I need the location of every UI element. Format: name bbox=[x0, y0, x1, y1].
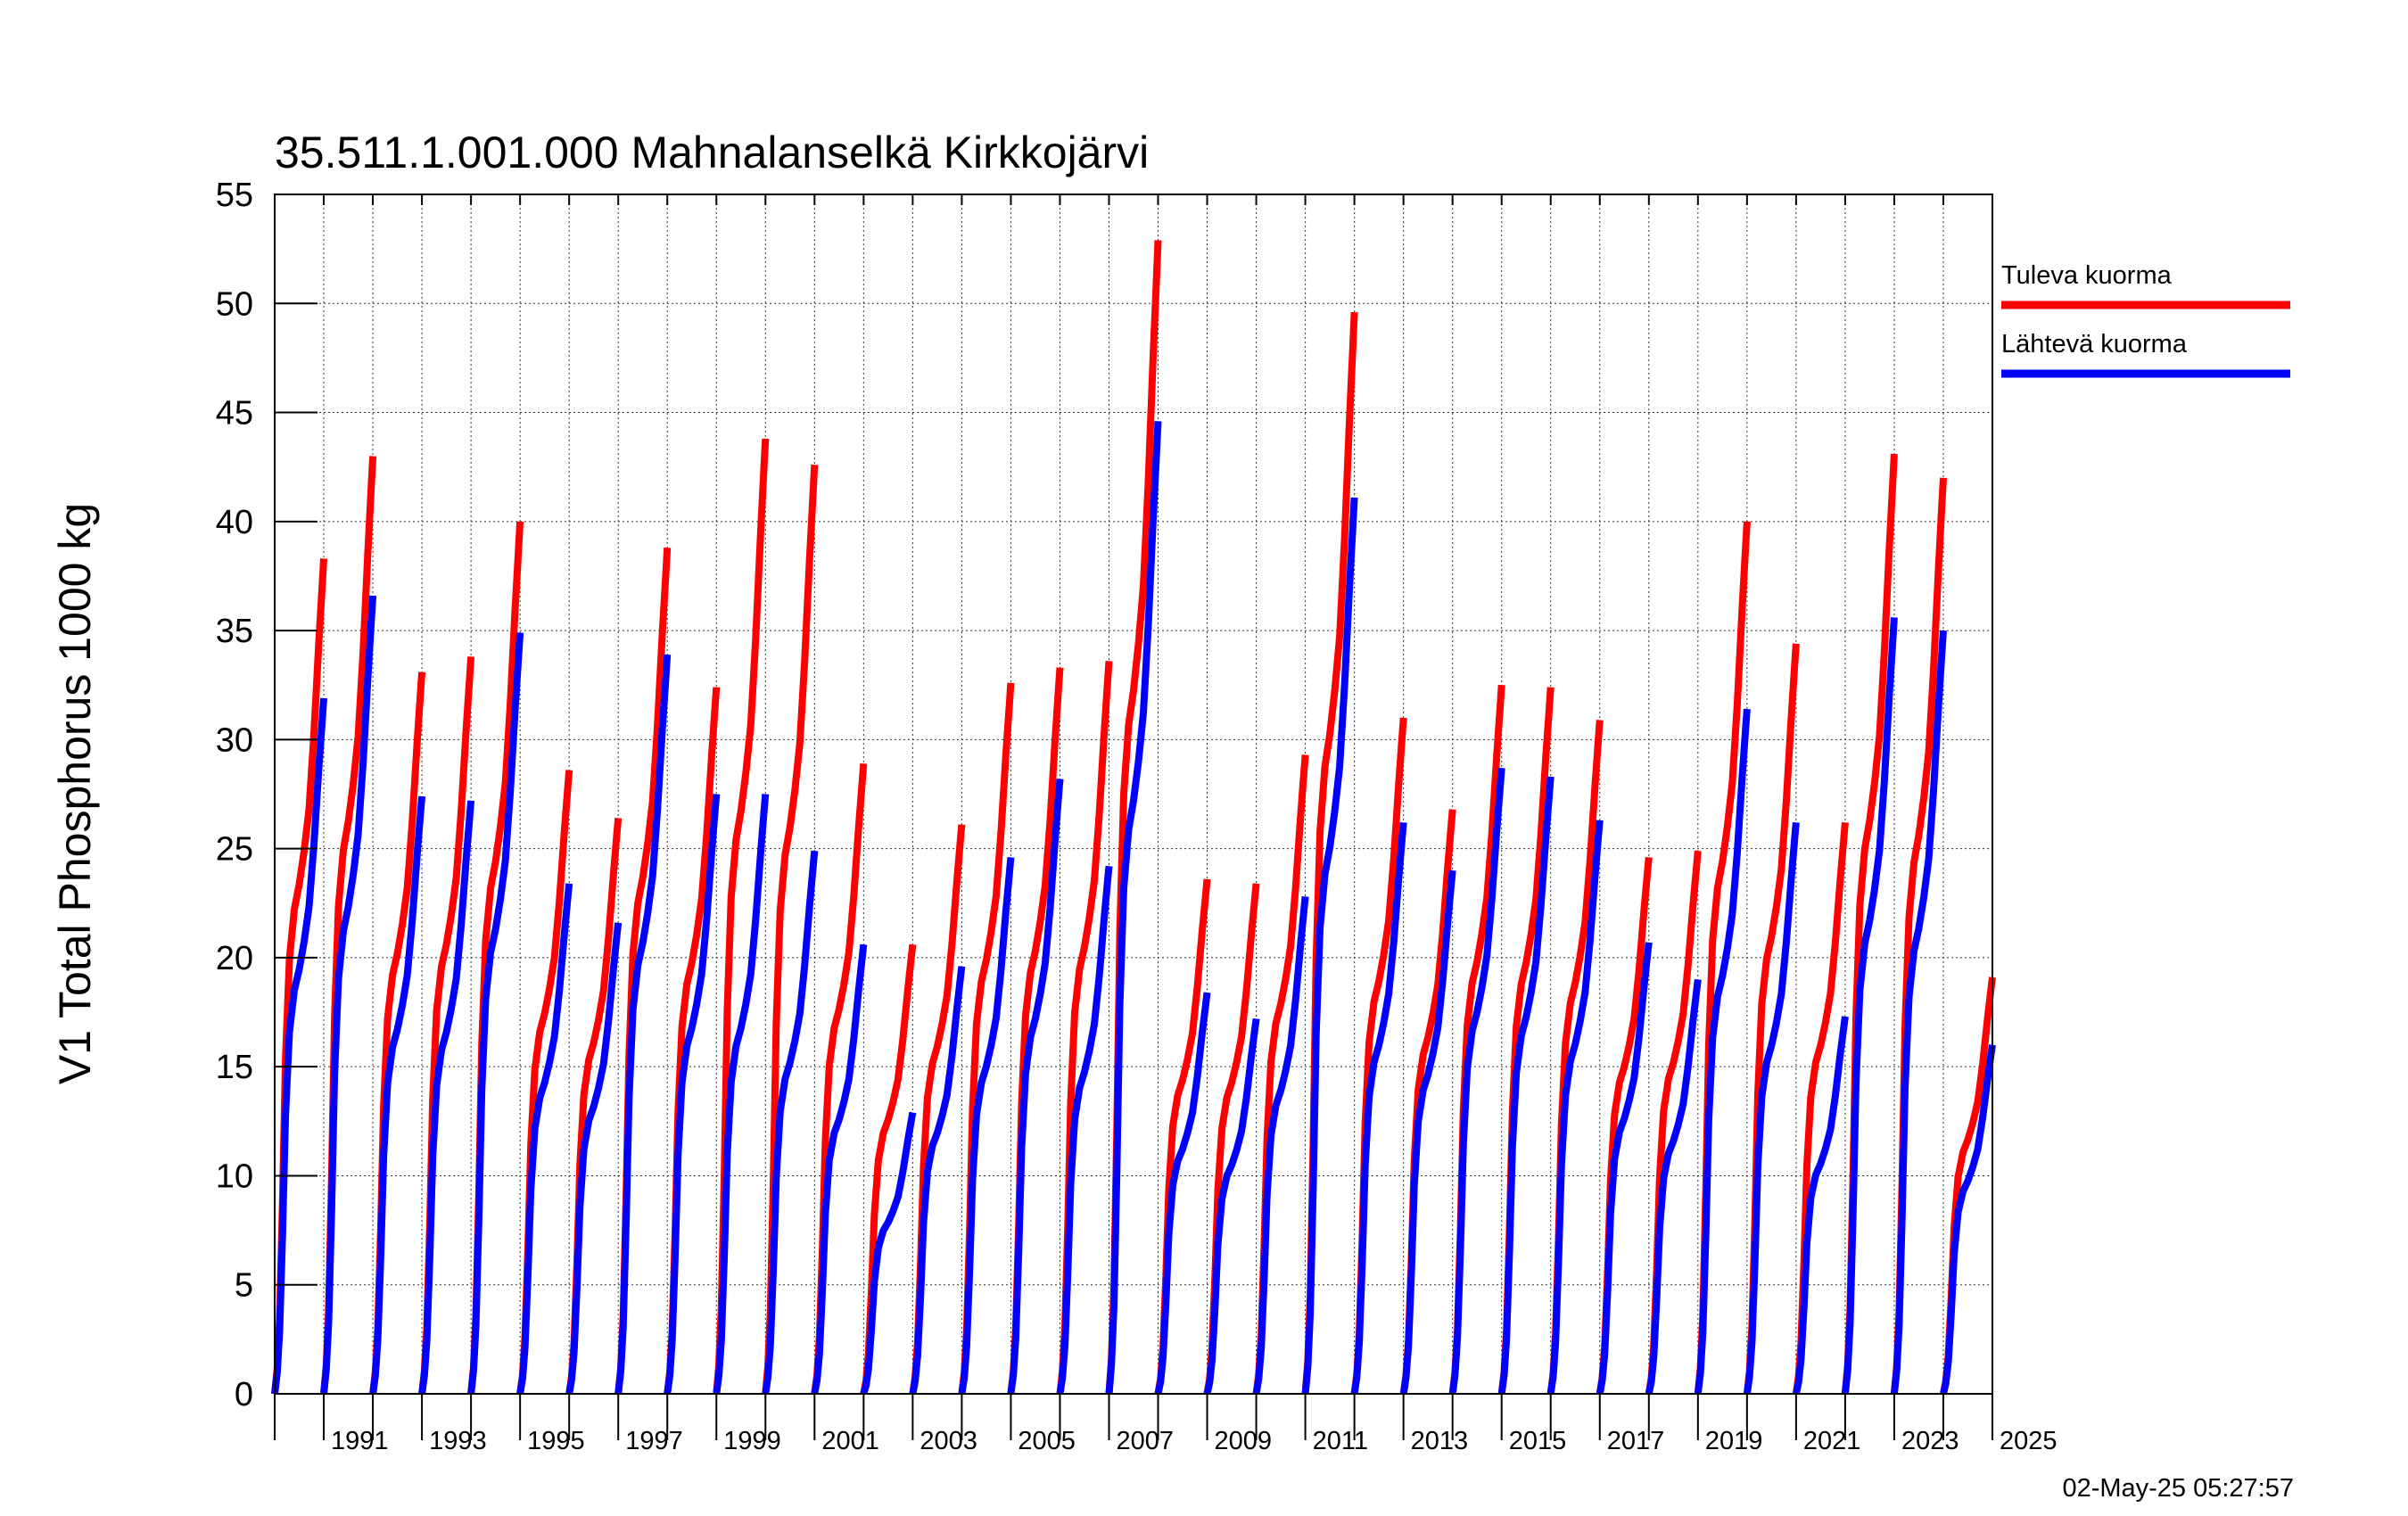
series-line-year bbox=[1841, 617, 1898, 1395]
series-line-year bbox=[1056, 865, 1113, 1395]
series-lahteva-kuorma bbox=[271, 421, 1996, 1396]
y-axis-ticks: 0 5 10 15 20 25 30 35 40 45 50 55 bbox=[216, 177, 317, 1413]
series-line-year bbox=[1743, 821, 1800, 1395]
series-line-year bbox=[1792, 1016, 1849, 1395]
series-line-year bbox=[1940, 1044, 1996, 1395]
y-tick-label: 55 bbox=[216, 177, 253, 214]
y-tick-label: 30 bbox=[216, 721, 253, 759]
series-line-year bbox=[516, 883, 573, 1395]
series-line-year bbox=[958, 857, 1015, 1395]
grid-lines bbox=[275, 194, 1992, 1394]
x-tick-label: 2021 bbox=[1803, 1427, 1861, 1455]
x-tick-label: 2011 bbox=[1313, 1427, 1368, 1455]
series-line-year bbox=[320, 595, 377, 1395]
series-line-year bbox=[1252, 895, 1309, 1395]
y-axis-label: V1 Total Phosphorus 1000 kg bbox=[50, 503, 100, 1084]
series-line-year bbox=[1007, 779, 1064, 1395]
series-tuleva-kuorma bbox=[271, 240, 1996, 1395]
plot-frame bbox=[274, 194, 1993, 1395]
x-tick-label: 2017 bbox=[1607, 1427, 1665, 1455]
series-line-year bbox=[369, 795, 426, 1395]
y-tick-label: 25 bbox=[216, 831, 253, 869]
series-line-year bbox=[1890, 630, 1947, 1395]
x-tick-label: 1995 bbox=[527, 1427, 585, 1455]
x-tick-label: 1999 bbox=[723, 1427, 781, 1455]
x-tick-label: 1993 bbox=[429, 1427, 487, 1455]
x-tick-label: 2001 bbox=[821, 1427, 879, 1455]
series-line-year bbox=[664, 794, 721, 1395]
series-line-year bbox=[467, 632, 524, 1395]
y-tick-label: 20 bbox=[216, 940, 253, 977]
series-line-year bbox=[1694, 708, 1751, 1395]
x-tick-label: 1997 bbox=[625, 1427, 683, 1455]
legend-label: Lähtevä kuorma bbox=[2001, 330, 2188, 358]
y-tick-label: 45 bbox=[216, 395, 253, 433]
x-tick-label: 2005 bbox=[1018, 1427, 1076, 1455]
series-line-year bbox=[1497, 776, 1554, 1395]
series-line-year bbox=[909, 966, 966, 1395]
series-line-year bbox=[1596, 942, 1653, 1395]
series-layer bbox=[271, 240, 1996, 1396]
series-line-year bbox=[713, 794, 770, 1395]
series-line-year bbox=[1301, 497, 1358, 1395]
series-line-year bbox=[565, 922, 623, 1395]
series-line-year bbox=[271, 697, 327, 1395]
y-tick-label: 40 bbox=[216, 504, 253, 541]
x-tick-label: 2003 bbox=[919, 1427, 977, 1455]
series-line-year bbox=[418, 800, 475, 1395]
series-line-year bbox=[1350, 821, 1407, 1395]
y-tick-label: 35 bbox=[216, 613, 253, 650]
y-tick-label: 0 bbox=[235, 1376, 253, 1413]
series-line-year bbox=[1546, 820, 1604, 1395]
legend: Tuleva kuorma Lähtevä kuorma bbox=[2001, 261, 2290, 378]
x-tick-label: 1991 bbox=[331, 1427, 389, 1455]
series-line-year bbox=[1105, 421, 1162, 1395]
x-tick-label: 2019 bbox=[1705, 1427, 1763, 1455]
chart-title: 35.511.1.001.000 Mahnalanselkä Kirkkojär… bbox=[275, 128, 1149, 177]
series-line-year bbox=[1399, 869, 1456, 1395]
x-tick-label: 2007 bbox=[1116, 1427, 1174, 1455]
x-tick-label: 2013 bbox=[1411, 1427, 1469, 1455]
series-line-year bbox=[1645, 978, 1702, 1395]
x-tick-label: 2023 bbox=[1901, 1427, 1959, 1455]
series-line-year bbox=[1154, 992, 1211, 1395]
x-tick-label: 2015 bbox=[1509, 1427, 1567, 1455]
timestamp: 02-May-25 05:27:57 bbox=[2062, 1474, 2294, 1503]
series-line-year bbox=[1203, 1018, 1260, 1395]
series-line-year bbox=[614, 654, 672, 1395]
legend-label: Tuleva kuorma bbox=[2001, 261, 2173, 290]
y-tick-label: 15 bbox=[216, 1049, 253, 1086]
axes bbox=[274, 194, 1993, 1395]
y-tick-label: 10 bbox=[216, 1158, 253, 1195]
y-tick-label: 5 bbox=[235, 1267, 253, 1305]
x-axis-ticks: 1991 1993 1995 1997 1999 2001 2003 2005 2007 2009… bbox=[274, 194, 2058, 1455]
series-line-year bbox=[811, 943, 868, 1395]
series-line-year bbox=[762, 850, 819, 1395]
series-line-year bbox=[860, 1111, 917, 1396]
x-tick-label: 2009 bbox=[1215, 1427, 1273, 1455]
x-tick-label: 2025 bbox=[2000, 1427, 2058, 1455]
series-line-year bbox=[1448, 767, 1505, 1395]
y-tick-label: 50 bbox=[216, 285, 253, 323]
